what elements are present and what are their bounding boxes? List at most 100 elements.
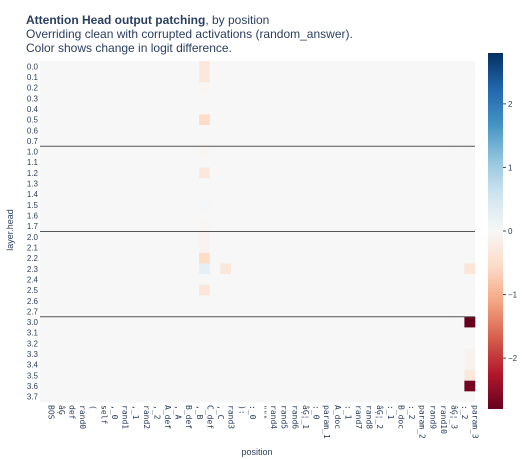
heatmap-cell [135,210,147,222]
heatmap-cell [146,274,158,286]
heatmap-cell [453,71,465,83]
heatmap-cell [230,380,242,392]
heatmap-cell [50,242,62,254]
heatmap-cell [40,82,51,94]
heatmap-cell [337,327,348,339]
heatmap-cell [400,124,412,136]
heatmap-cell [284,231,295,243]
heatmap-cell [241,220,253,232]
heatmap-cell [241,306,253,318]
heatmap-cell [199,199,211,211]
heatmap-cell [400,380,412,392]
heatmap-cell [103,103,115,115]
heatmap-cell [379,103,391,115]
y-tick-label: 2.4 [27,275,39,284]
heatmap-cell [305,348,317,360]
heatmap-cell [61,231,73,243]
heatmap-cell [93,114,104,126]
heatmap-cell [326,82,338,94]
heatmap-cell [40,338,51,350]
heatmap-cell [262,284,274,296]
heatmap-cell [230,263,242,275]
heatmap-cell [432,274,444,286]
heatmap-cell [252,391,264,403]
heatmap-cell [71,274,83,286]
heatmap-cell [379,295,391,307]
heatmap-cells [40,61,476,403]
heatmap-cell [390,231,402,243]
heatmap-cell [400,220,412,232]
heatmap-cell [209,114,221,126]
heatmap-cell [50,284,62,296]
heatmap-cell [379,114,391,126]
heatmap-cell [167,380,179,392]
heatmap-cell [379,359,391,371]
heatmap-cell [443,231,455,243]
heatmap-cell [262,82,274,94]
heatmap-cell [390,348,402,360]
heatmap-cell [135,391,147,403]
heatmap-cell [188,146,200,158]
heatmap-cell [146,156,158,168]
heatmap-cell [390,380,402,392]
heatmap-cell [464,71,476,83]
heatmap-cell [294,220,306,232]
heatmap-cell [358,61,370,72]
heatmap-cell [177,348,189,360]
heatmap-cell [93,348,104,360]
heatmap-cell [209,338,221,350]
heatmap-cell [124,231,136,243]
heatmap-cell [252,135,264,147]
heatmap-cell [71,391,83,403]
heatmap-cell [209,167,221,179]
heatmap-cell [400,284,412,296]
heatmap-cell [379,146,391,158]
heatmap-cell [305,114,317,126]
heatmap-cell [40,380,51,392]
heatmap-cell [337,71,348,83]
heatmap-cell [305,327,317,339]
heatmap-cell [464,380,476,392]
heatmap-cell [294,199,306,211]
heatmap-cell [400,135,412,147]
heatmap-cell [93,61,104,72]
x-tick-label: self [99,405,108,424]
heatmap-cell [262,92,274,104]
heatmap-cell [241,92,253,104]
heatmap-cell [400,348,412,360]
y-tick-label: 3.4 [27,361,39,370]
heatmap-cell [453,306,465,318]
heatmap-cell [294,124,306,136]
heatmap-cell [252,231,264,243]
heatmap-cell [337,274,348,286]
heatmap-cell [188,231,200,243]
heatmap-cell [220,178,232,190]
heatmap-cell [103,210,115,222]
heatmap-cell [199,188,211,200]
heatmap-cell [379,220,391,232]
heatmap-cell [93,103,104,115]
heatmap-cell [400,263,412,275]
heatmap-cell [252,370,264,381]
y-tick-label: 0.5 [27,116,39,125]
heatmap-cell [390,167,402,179]
heatmap-cell [241,242,253,254]
heatmap-cell [453,114,465,126]
heatmap-cell [241,327,253,339]
heatmap-cell [368,316,380,328]
heatmap-cell [315,156,327,168]
heatmap-cell [305,92,317,104]
heatmap-cell [103,146,115,158]
heatmap-cell [220,114,232,126]
heatmap-cell [230,327,242,339]
heatmap-cell [82,146,94,158]
heatmap-cell [71,156,83,168]
heatmap-cell [156,295,168,307]
heatmap-cell [71,199,83,211]
heatmap-cell [220,188,232,200]
heatmap-cell [400,210,412,222]
heatmap-cell [230,391,242,403]
heatmap-cell [305,61,317,72]
heatmap-cell [71,359,83,371]
heatmap-cell [326,327,338,339]
